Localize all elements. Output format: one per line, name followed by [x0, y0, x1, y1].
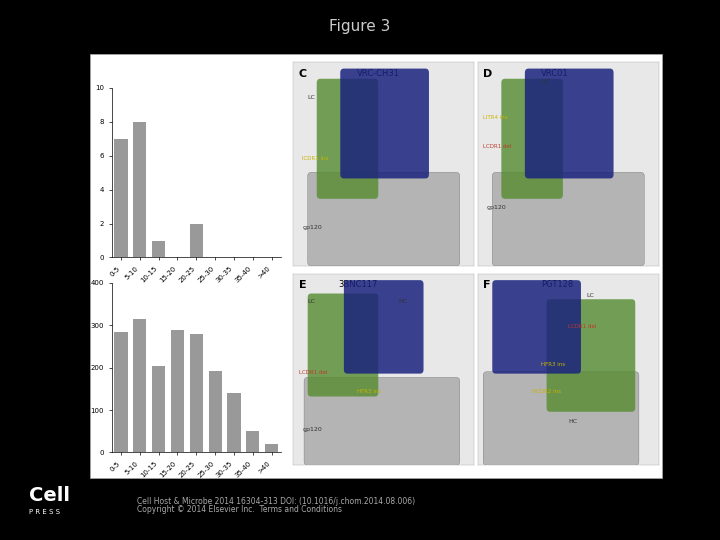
- Text: gp120: gp120: [302, 427, 322, 432]
- Bar: [228, 393, 240, 453]
- Text: LC: LC: [586, 293, 594, 298]
- Text: LC: LC: [541, 79, 549, 84]
- Text: C: C: [299, 69, 307, 79]
- Text: P R E S S: P R E S S: [29, 509, 60, 515]
- Y-axis label: No. of loop residues: No. of loop residues: [78, 326, 88, 409]
- Text: D: D: [483, 69, 492, 79]
- FancyBboxPatch shape: [483, 372, 639, 465]
- Text: LlTR4 ins: LlTR4 ins: [483, 116, 508, 120]
- FancyBboxPatch shape: [492, 280, 581, 374]
- Bar: [152, 240, 166, 258]
- Text: LCDR1 del: LCDR1 del: [299, 369, 327, 375]
- FancyBboxPatch shape: [492, 172, 644, 266]
- Text: HCDR2 ins: HCDR2 ins: [532, 389, 561, 394]
- Bar: [189, 334, 203, 453]
- Text: HFR3 ins: HFR3 ins: [541, 362, 565, 367]
- X-axis label: Distance to antigen (Å): Distance to antigen (Å): [148, 287, 245, 298]
- FancyBboxPatch shape: [307, 172, 460, 266]
- Bar: [246, 431, 259, 453]
- Text: F: F: [483, 280, 491, 290]
- Bar: [189, 224, 203, 258]
- Text: HC: HC: [568, 419, 577, 424]
- Text: E: E: [299, 280, 306, 290]
- Bar: [152, 366, 166, 453]
- Text: Cell Host & Microbe 2014 16304-313 DOI: (10.1016/j.chom.2014.08.006): Cell Host & Microbe 2014 16304-313 DOI: …: [137, 497, 415, 506]
- Bar: [133, 122, 146, 258]
- Bar: [209, 370, 222, 453]
- FancyBboxPatch shape: [307, 294, 378, 396]
- Bar: [114, 332, 127, 453]
- FancyBboxPatch shape: [525, 69, 613, 178]
- FancyBboxPatch shape: [304, 377, 460, 465]
- Bar: [171, 329, 184, 453]
- Text: gp120: gp120: [487, 205, 507, 210]
- FancyBboxPatch shape: [317, 79, 378, 199]
- Bar: [265, 444, 278, 453]
- FancyBboxPatch shape: [501, 79, 563, 199]
- Text: VRC-CH31: VRC-CH31: [356, 69, 400, 78]
- Text: Cell: Cell: [29, 486, 70, 505]
- FancyBboxPatch shape: [344, 280, 423, 374]
- FancyBboxPatch shape: [546, 299, 635, 412]
- Text: PGT128: PGT128: [541, 280, 573, 289]
- Text: Figure 3: Figure 3: [329, 19, 391, 34]
- Text: A: A: [69, 79, 78, 90]
- Text: LCDR1 del: LCDR1 del: [568, 324, 597, 329]
- Text: Copyright © 2014 Elsevier Inc.  Terms and Conditions: Copyright © 2014 Elsevier Inc. Terms and…: [137, 505, 342, 514]
- Text: 3BNC117: 3BNC117: [338, 280, 378, 289]
- Text: gp120: gp120: [302, 225, 322, 231]
- Text: HFR3 ins: HFR3 ins: [356, 389, 381, 394]
- Text: LC: LC: [307, 95, 315, 100]
- Text: VRC01: VRC01: [541, 69, 569, 78]
- Y-axis label: No. of Indels: No. of Indels: [84, 146, 92, 199]
- FancyBboxPatch shape: [341, 69, 429, 178]
- Text: B: B: [69, 274, 78, 285]
- Text: LC: LC: [307, 299, 315, 304]
- Bar: [133, 319, 146, 453]
- Bar: [114, 139, 127, 258]
- X-axis label: Distance to antigen (Å): Distance to antigen (Å): [148, 482, 245, 492]
- Text: LCDR1 del: LCDR1 del: [483, 144, 512, 149]
- Text: HC: HC: [398, 299, 408, 304]
- Text: lCDR1 ins: lCDR1 ins: [302, 156, 328, 161]
